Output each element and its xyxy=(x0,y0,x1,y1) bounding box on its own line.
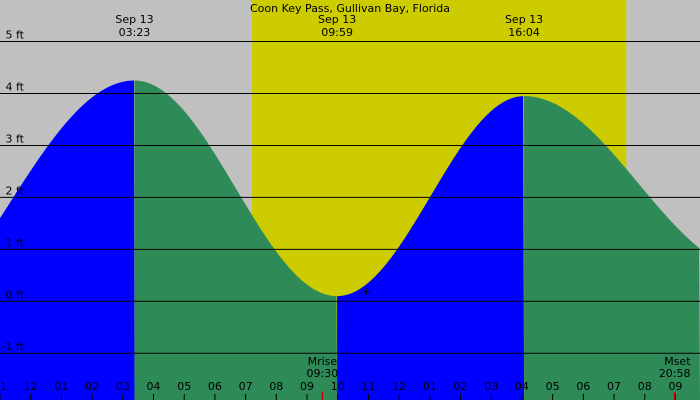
x-tick-label: 05 xyxy=(546,380,560,393)
x-tick-label: 04 xyxy=(515,380,529,393)
falling-tide-area xyxy=(524,96,700,400)
y-tick-label: 3 ft xyxy=(6,132,25,145)
y-tick-label: -1 ft xyxy=(2,340,25,353)
x-tick-label: 09 xyxy=(668,380,682,393)
moon-event-name: Mset xyxy=(664,355,691,368)
x-tick-label: 09 xyxy=(300,380,314,393)
x-tick-label: 05 xyxy=(177,380,191,393)
y-tick-label: 5 ft xyxy=(6,29,25,42)
y-tick-label: 1 ft xyxy=(6,236,25,249)
rising-tide-area xyxy=(0,80,135,400)
x-tick-label: 11 xyxy=(0,380,7,393)
tide-date-label: Sep 13 xyxy=(318,13,356,26)
x-tick-label: 04 xyxy=(147,380,161,393)
x-tick-label: 01 xyxy=(423,380,437,393)
rising-tide-area xyxy=(337,96,525,400)
x-tick-label: 06 xyxy=(208,380,222,393)
tide-time-label: 03:23 xyxy=(119,26,151,39)
x-tick-label: 02 xyxy=(85,380,99,393)
x-tick-label: 12 xyxy=(392,380,406,393)
x-tick-label: 02 xyxy=(454,380,468,393)
tide-time-label: 16:04 xyxy=(508,26,540,39)
y-tick-label: 0 ft xyxy=(6,288,25,301)
moon-event-name: Mrise xyxy=(308,355,338,368)
falling-tide-area xyxy=(134,80,338,400)
tide-area xyxy=(0,80,700,400)
moon-event-time: 20:58 xyxy=(659,367,691,380)
x-tick-label: 06 xyxy=(576,380,590,393)
y-tick-label: 2 ft xyxy=(6,184,25,197)
x-tick-label: 03 xyxy=(484,380,498,393)
x-tick-label: 10 xyxy=(331,380,345,393)
tide-date-label: Sep 13 xyxy=(115,13,153,26)
chart-title: Coon Key Pass, Gullivan Bay, Florida xyxy=(250,2,450,15)
tide-time-label: 09:59 xyxy=(321,26,353,39)
x-tick-label: 07 xyxy=(607,380,621,393)
y-tick-label: 4 ft xyxy=(6,81,25,94)
moon-event-time: 09:30 xyxy=(307,367,339,380)
x-tick-label: 01 xyxy=(54,380,68,393)
x-tick-label: 08 xyxy=(269,380,283,393)
tide-date-label: Sep 13 xyxy=(505,13,543,26)
x-tick-label: 08 xyxy=(638,380,652,393)
x-tick-label: 11 xyxy=(361,380,375,393)
x-tick-label: 12 xyxy=(24,380,38,393)
x-axis-labels: 11 12 01 02 03 04 05 06 07 08 09 10 11 12 01 02 03 04 05 06… xyxy=(0,380,682,400)
x-tick-label: 03 xyxy=(116,380,130,393)
grid-lines xyxy=(0,41,700,354)
y-axis-labels: -1 ft 0 ft 1 ft 2 ft 3 ft 4 ft 5 ft xyxy=(2,29,25,354)
x-tick-label: 07 xyxy=(239,380,253,393)
cursor-marker: + xyxy=(362,285,371,298)
